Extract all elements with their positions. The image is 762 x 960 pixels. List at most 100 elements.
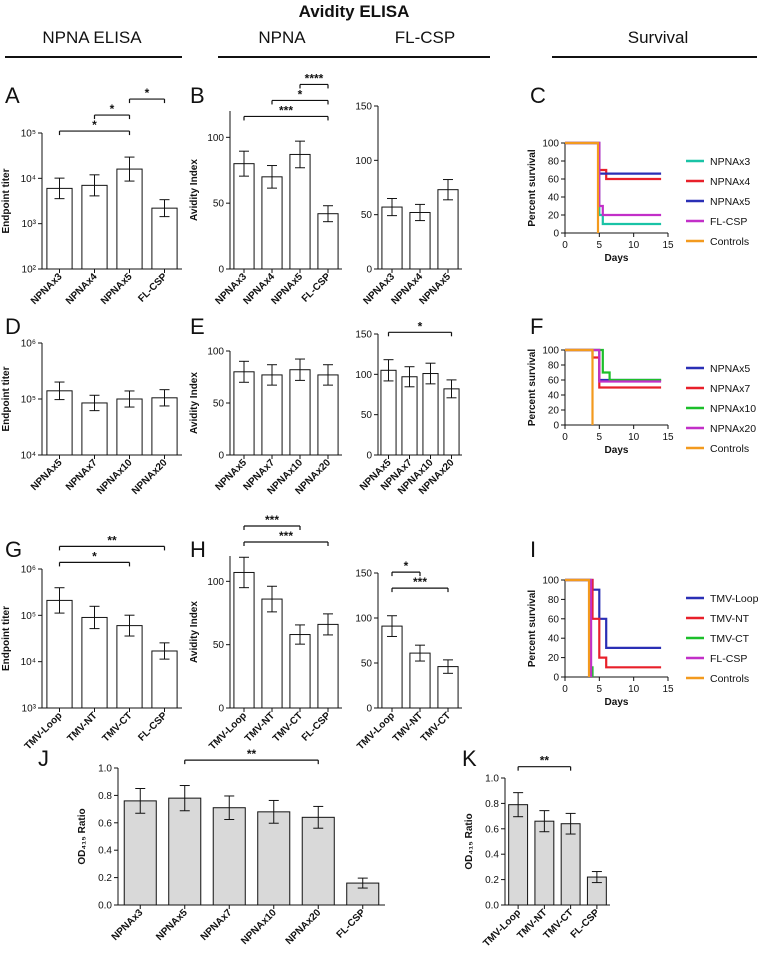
legend-label-c: FL-CSP (710, 216, 747, 228)
panel-label-g: G (5, 537, 22, 562)
survival-line-f (565, 348, 662, 383)
category-label-b2: NPNAx5 (417, 271, 453, 307)
bar-e1 (289, 369, 311, 456)
bar-j (301, 816, 335, 906)
y-tick-label-i: 40 (548, 634, 560, 645)
y-tick-label-i: 80 (548, 595, 560, 606)
category-label-h1: TMV-NT (243, 710, 277, 744)
y-tick-label-h1: 50 (213, 640, 225, 651)
significance-label-g: * (92, 549, 97, 563)
panel-label-i: I (530, 537, 536, 562)
category-label-h2: TMV-CT (419, 710, 453, 744)
significance-label-h1: *** (265, 513, 279, 527)
y-tick-label-a: 10³ (22, 219, 37, 230)
y-tick-label-b1: 0 (218, 265, 224, 276)
panel-label-k: K (462, 746, 477, 771)
legend-label-f: NPNAx20 (710, 423, 756, 435)
y-tick-label-c: 0 (553, 229, 559, 240)
bar-a (46, 187, 73, 270)
y-tick-label-i: 100 (542, 576, 559, 587)
y-tick-label-j: 0.8 (98, 791, 112, 802)
y-tick-label-e2: 50 (361, 410, 373, 421)
survival-line-f (565, 348, 594, 425)
y-tick-label-k: 0.0 (485, 901, 499, 912)
category-label-g: TMV-NT (66, 710, 100, 744)
category-label-j: FL-CSP (335, 907, 369, 941)
legend-label-c: NPNAx3 (710, 156, 750, 168)
y-axis-label-i: Percent survival (527, 590, 538, 667)
y-tick-label-f: 40 (548, 391, 560, 402)
bar-j (212, 807, 246, 906)
y-tick-label-c: 80 (548, 157, 560, 168)
y-tick-label-k: 0.8 (485, 799, 499, 810)
x-tick-label-c: 10 (628, 240, 640, 251)
panel-label-j: J (38, 746, 49, 771)
y-tick-label-j: 0.0 (98, 901, 112, 912)
bar-h1 (233, 571, 255, 709)
y-tick-label-b2: 0 (366, 265, 372, 276)
category-label-d: NPNAx20 (130, 457, 170, 497)
survival-line-i (565, 578, 593, 677)
x-tick-label-i: 5 (597, 684, 603, 695)
bar-d (81, 402, 108, 456)
x-tick-label-i: 10 (628, 684, 640, 695)
y-axis-label-h1: Avidity Index (189, 601, 200, 663)
x-tick-label-c: 15 (662, 240, 674, 251)
bar-h2 (381, 625, 403, 709)
bar-g (46, 599, 73, 709)
bar-b1 (289, 153, 311, 270)
legend-label-i: TMV-NT (710, 613, 750, 625)
bar-g (81, 616, 108, 709)
significance-label-h2: *** (413, 575, 427, 589)
y-axis-label-g: Endpoint titer (1, 606, 12, 671)
bar-h1 (317, 623, 339, 709)
y-tick-label-g: 10⁴ (21, 657, 36, 668)
y-tick-label-e1: 0 (218, 451, 224, 462)
y-tick-label-h2: 0 (366, 704, 372, 715)
y-tick-label-k: 0.4 (485, 850, 499, 861)
bar-k (508, 804, 529, 906)
bar-j (123, 800, 157, 906)
bar-b2 (381, 206, 403, 270)
y-tick-label-j: 0.4 (98, 846, 112, 857)
legend-label-c: Controls (710, 236, 749, 248)
y-tick-label-e1: 100 (207, 347, 224, 358)
category-label-g: FL-CSP (136, 710, 170, 744)
y-tick-label-c: 100 (542, 139, 559, 150)
y-tick-label-h2: 150 (355, 569, 372, 580)
y-tick-label-h2: 100 (355, 614, 372, 625)
bar-b2 (437, 189, 459, 270)
y-tick-label-g: 10³ (22, 704, 37, 715)
panel-label-c: C (530, 83, 546, 108)
bar-e1 (317, 374, 339, 456)
bar-d (46, 390, 73, 456)
bar-b1 (261, 176, 283, 270)
bar-j (168, 797, 202, 906)
x-tick-label-f: 15 (662, 432, 674, 443)
category-label-j: NPNAx20 (284, 907, 324, 947)
y-tick-label-c: 60 (548, 175, 560, 186)
x-tick-label-f: 0 (562, 432, 568, 443)
significance-label-b1: * (298, 87, 303, 101)
category-label-a: FL-CSP (136, 271, 170, 305)
category-label-h2: TMV-Loop (355, 710, 397, 752)
category-label-h1: FL-CSP (300, 710, 334, 744)
y-tick-label-f: 20 (548, 406, 560, 417)
npna-header: NPNA (258, 28, 306, 47)
flcsp-header: FL-CSP (395, 28, 455, 47)
bar-a (81, 184, 108, 270)
significance-label-e2: * (418, 319, 423, 333)
legend-label-c: NPNAx5 (710, 196, 750, 208)
y-tick-label-a: 10⁴ (21, 174, 36, 185)
panel-label-d: D (5, 314, 21, 339)
legend-label-i: Controls (710, 673, 749, 685)
survival-header: Survival (628, 28, 688, 47)
bar-e2 (443, 388, 460, 456)
survival-line-i (565, 578, 662, 669)
legend-label-i: TMV-Loop (710, 593, 759, 605)
y-tick-label-a: 10² (22, 265, 37, 276)
survival-line-c (565, 141, 662, 175)
bar-e2 (422, 373, 439, 456)
category-label-d: NPNAx10 (95, 457, 135, 497)
y-tick-label-d: 10⁵ (21, 395, 36, 406)
